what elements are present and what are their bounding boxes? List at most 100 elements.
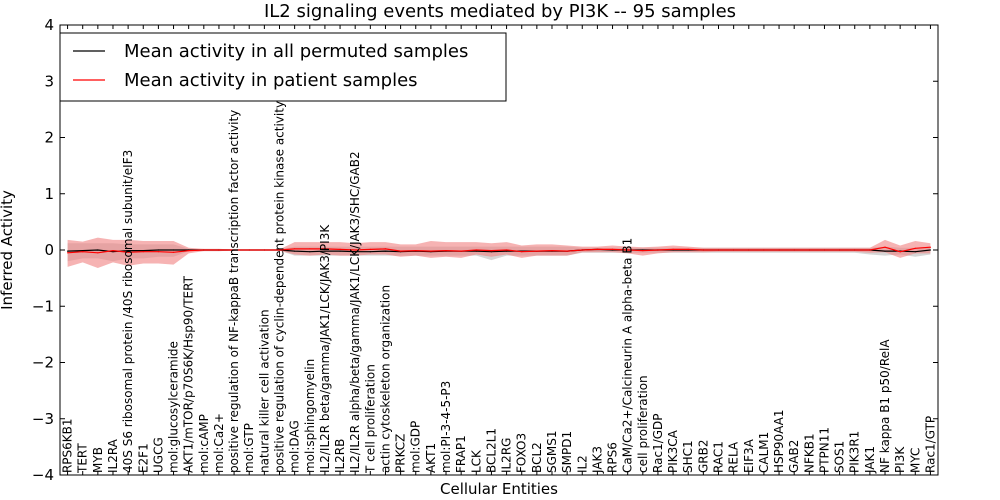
x-tick-label: mol:PI-3-4-5-P3 (439, 381, 453, 473)
point-permuted (97, 249, 99, 251)
series-lines (67, 246, 932, 254)
x-tick-label: MYB (91, 447, 105, 473)
point-patient (203, 249, 205, 251)
point-patient (142, 251, 144, 253)
x-tick-label: RELA (727, 441, 741, 473)
point-patient (188, 250, 190, 252)
x-tick-label: RPS6 (606, 442, 620, 473)
x-tick-label: positive regulation of cyclin-dependent … (273, 101, 287, 473)
point-patient (763, 249, 765, 251)
x-tick-label: natural killer cell activation (257, 309, 271, 473)
x-tick-label: NF kappa B1 p50/RelA (878, 339, 892, 473)
point-patient (67, 252, 69, 254)
point-permuted (384, 250, 387, 252)
x-tick-label: FOXO3 (515, 433, 529, 473)
y-tick-label: −4 (32, 466, 54, 484)
line-patient (67, 246, 931, 254)
point-patient (854, 249, 856, 251)
point-patient (627, 249, 629, 251)
x-tick-label: IL2/IL2R beta/gamma/JAK1/LCK/JAK3/PI3K (318, 224, 332, 473)
point-patient (218, 249, 220, 251)
point-patient (460, 250, 462, 252)
point-patient (82, 251, 84, 253)
point-patient (521, 251, 523, 253)
point-patient (672, 248, 674, 250)
x-tick-label: mol:DAG (288, 420, 302, 473)
point-patient (278, 249, 281, 251)
x-tick-label: mol:sphingomyelin (303, 359, 317, 473)
x-tick-label: IL2RA (106, 438, 120, 473)
x-tick-label: Rac1/GDP (651, 413, 665, 472)
point-patient (369, 248, 371, 250)
point-patient (717, 249, 720, 251)
x-axis-label: Cellular Entities (440, 480, 558, 498)
x-tick-label: IL2RG (500, 438, 514, 474)
y-tick-label: 1 (44, 185, 54, 203)
point-patient (839, 249, 841, 251)
point-patient (536, 250, 538, 252)
point-patient (778, 249, 780, 251)
point-patient (793, 249, 795, 251)
point-patient (702, 249, 705, 251)
category-labels: RPS6KB1 TERT MYB IL2RA 40S S6 ribosomal prot… (61, 101, 938, 474)
x-tick-label: SGMS1 (545, 430, 559, 473)
point-patient (445, 250, 447, 252)
point-patient (172, 251, 175, 253)
point-patient (657, 249, 659, 251)
x-tick-label: mol:GDP (409, 421, 423, 473)
point-patient (97, 252, 99, 254)
point-permuted (490, 251, 492, 253)
x-tick-label: GRB2 (696, 440, 710, 474)
x-tick-label: FRAP1 (454, 435, 468, 473)
y-tick-label: −1 (32, 297, 54, 315)
x-tick-label: RAC1 (712, 441, 726, 473)
legend-label-permuted: Mean activity in all permuted samples (124, 41, 468, 62)
x-tick-label: IL2/IL2R alpha/beta/gamma/JAK1/LCK/JAK3/… (348, 151, 362, 473)
point-permuted (294, 250, 296, 252)
point-patient (823, 249, 826, 251)
x-tick-label: mol:GTP (242, 423, 256, 473)
point-permuted (142, 250, 144, 252)
point-permuted (354, 251, 356, 253)
confidence-bands (67, 237, 931, 268)
point-patient (400, 250, 402, 252)
point-patient (581, 249, 583, 251)
x-tick-label: SHC1 (681, 440, 695, 473)
point-permuted (884, 250, 886, 252)
x-tick-label: UGCG (151, 437, 165, 473)
point-patient (415, 250, 417, 252)
point-permuted (914, 251, 916, 253)
x-tick-label: 40S S6 ribosomal protein /40S ribosomal … (121, 150, 135, 473)
point-permuted (309, 251, 311, 253)
x-tick-label: LCK (469, 449, 483, 473)
point-patient (642, 250, 644, 252)
point-patient (127, 251, 129, 253)
y-tick-label: −3 (32, 410, 54, 428)
point-patient (430, 250, 432, 252)
chart-title: IL2 signaling events mediated by PI3K --… (264, 1, 736, 22)
point-patient (914, 247, 916, 249)
x-tick-label: mol:cAMP (197, 414, 211, 473)
point-patient (324, 248, 326, 250)
point-patient (112, 250, 114, 252)
x-tick-label: BCL2 (530, 442, 544, 473)
point-permuted (475, 250, 477, 252)
point-patient (490, 250, 492, 252)
x-tick-label: TERT (76, 443, 90, 474)
x-tick-label: CALM1 (757, 432, 771, 473)
x-tick-label: EIF3A (742, 438, 756, 473)
point-patient (748, 249, 750, 251)
point-patient (157, 251, 159, 253)
x-tick-label: positive regulation of NF-kappaB transcr… (227, 110, 241, 473)
x-tick-label: IL2RB (333, 439, 347, 473)
point-permuted (172, 249, 175, 251)
x-tick-label: actin cytoskeleton organization (379, 285, 393, 473)
point-permuted (339, 250, 341, 252)
legend: Mean activity in all permuted samples Me… (59, 32, 507, 102)
point-patient (248, 249, 250, 251)
band-patient (67, 237, 931, 268)
point-patient (384, 248, 387, 250)
point-patient (294, 248, 296, 250)
point-patient (869, 249, 871, 251)
axes: 4 3 2 1 0 −1 −2 −3 −4 (32, 16, 939, 484)
